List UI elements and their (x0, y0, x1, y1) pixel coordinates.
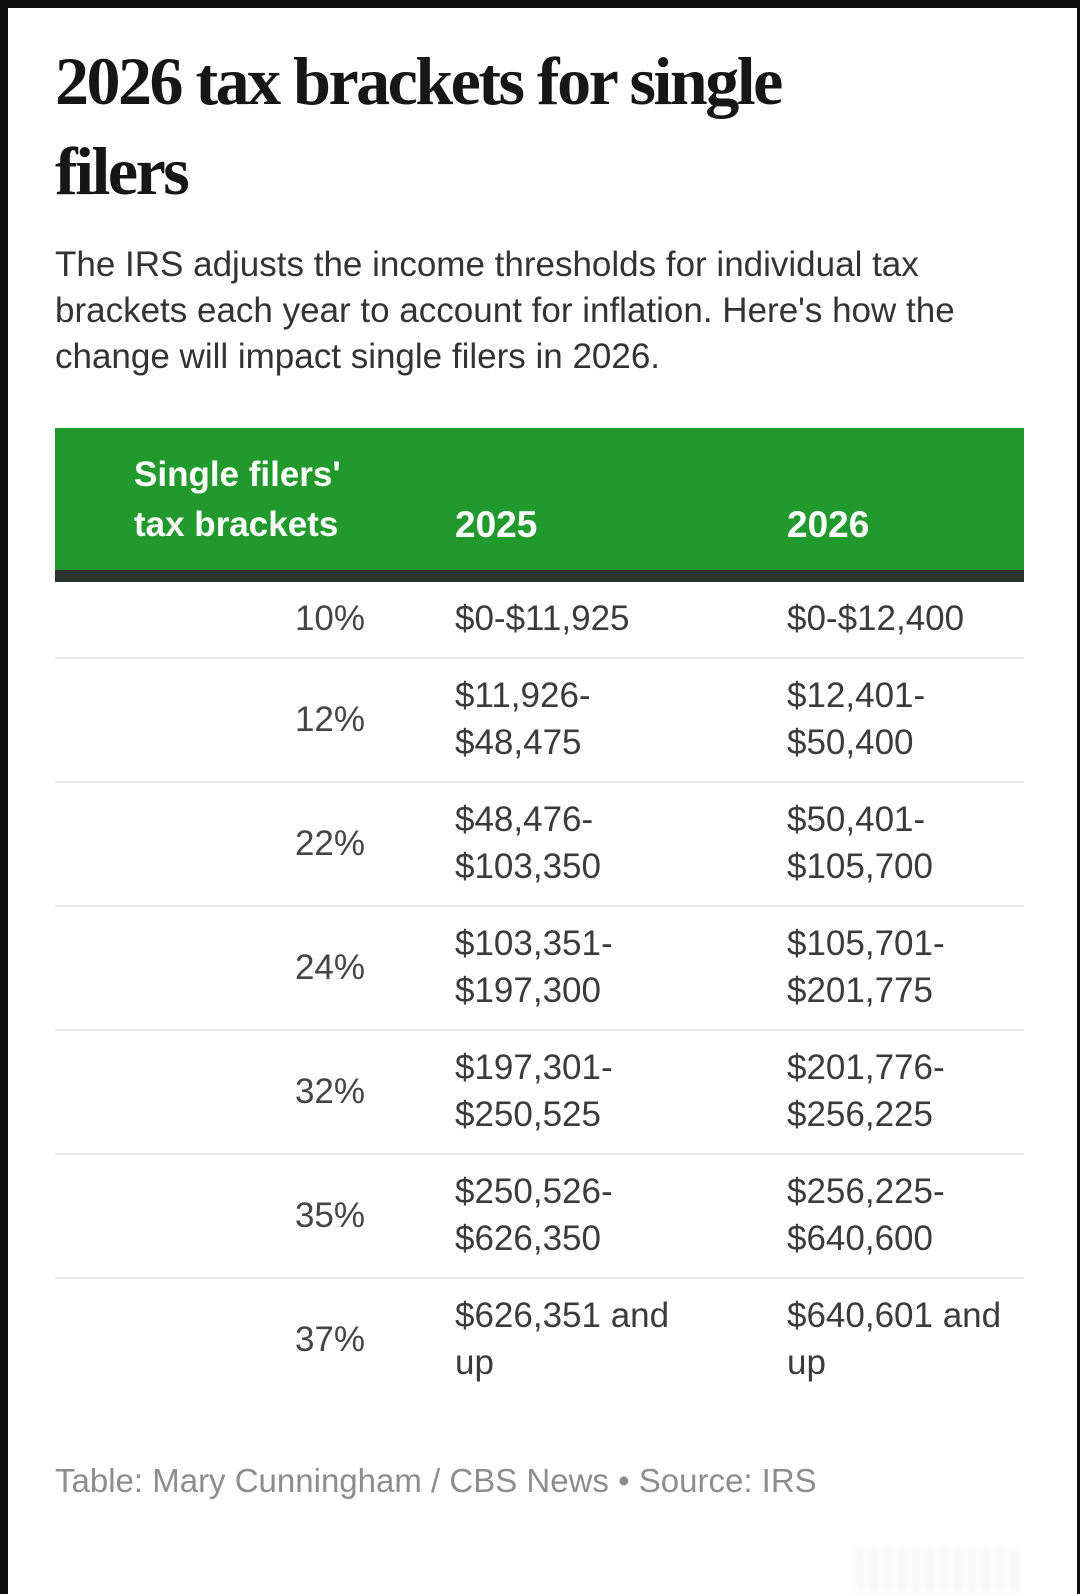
range-2025-cell: $626,351 and up (455, 1296, 670, 1382)
rate-cell: 37% (294, 1319, 365, 1359)
header-bracket-label-line-1: Single filers' (134, 455, 341, 494)
rate-cell: 35% (294, 1195, 365, 1235)
rate-cell: 10% (294, 599, 365, 638)
page-title-line-2: filers (55, 133, 190, 209)
header-underline (55, 570, 1024, 582)
table-row-22pct: 22% $48,476- $103,350 $50,401- $105,700 (55, 781, 1024, 905)
rate-cell: 32% (294, 1071, 365, 1111)
range-2025-cell: $48,476- $103,350 (455, 800, 601, 886)
tax-brackets-table: Single filers' tax brackets 2025 2026 10… (55, 428, 1024, 1401)
table-row-12pct: 12% $11,926- $48,475 $12,401- $50,400 (55, 657, 1024, 781)
table-row-35pct: 35% $250,526- $626,350 $256,225- $640,60… (55, 1153, 1024, 1277)
rate-cell: 24% (294, 947, 365, 987)
header-bracket-label: Single filers' tax brackets (55, 450, 455, 550)
range-2026-cell: $50,401- $105,700 (787, 800, 933, 886)
table-row-24pct: 24% $103,351- $197,300 $105,701- $201,77… (55, 905, 1024, 1029)
range-2026-cell: $201,776- $256,225 (787, 1048, 945, 1134)
table-row-37pct: 37% $626,351 and up $640,601 and up (55, 1277, 1024, 1401)
range-2025-cell: $11,926- $48,475 (455, 676, 591, 762)
header-year-2025: 2025 (455, 504, 538, 545)
range-2025-cell: $197,301- $250,525 (455, 1048, 613, 1134)
range-2026-cell: $0-$12,400 (787, 599, 965, 638)
table-row-32pct: 32% $197,301- $250,525 $201,776- $256,22… (55, 1029, 1024, 1153)
range-2025-cell: $0-$11,925 (455, 599, 630, 638)
rate-cell: 12% (294, 699, 365, 739)
range-2026-cell: $640,601 and up (787, 1296, 1002, 1382)
intro-text: The IRS adjusts the income thresholds fo… (55, 245, 955, 376)
range-2026-cell: $105,701- $201,775 (787, 924, 945, 1010)
range-2026-cell: $12,401- $50,400 (787, 676, 926, 762)
page-title-line-1: 2026 tax brackets for single (55, 43, 783, 119)
rate-cell: 22% (294, 823, 365, 863)
page-title: 2026 tax brackets for single filers (55, 36, 1037, 216)
header-bracket-label-line-2: tax brackets (134, 505, 339, 544)
range-2025-cell: $250,526- $626,350 (455, 1172, 613, 1258)
range-2025-cell: $103,351- $197,300 (455, 924, 613, 1010)
header-year-2026: 2026 (787, 504, 870, 545)
page-content: 2026 tax brackets for single filers The … (8, 36, 1077, 1503)
watermark-smudge (857, 1548, 1017, 1594)
credit-line: Table: Mary Cunningham / CBS News • Sour… (55, 1462, 817, 1499)
range-2026-cell: $256,225- $640,600 (787, 1172, 945, 1258)
table-row-10pct: 10% $0-$11,925 $0-$12,400 (55, 582, 1024, 657)
table-header-row: Single filers' tax brackets 2025 2026 (55, 428, 1024, 570)
